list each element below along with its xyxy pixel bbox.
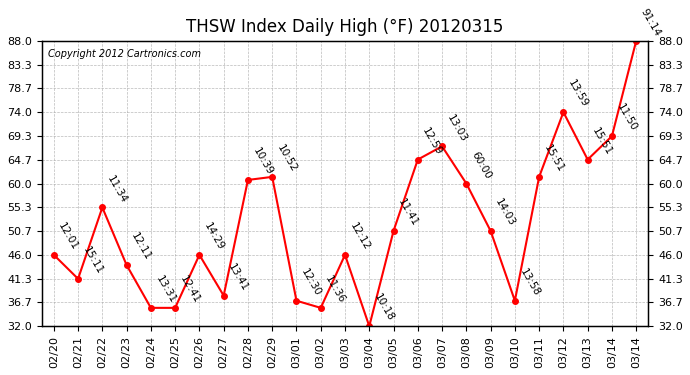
Text: 60:00: 60:00 (469, 150, 493, 181)
Text: 11:50: 11:50 (615, 102, 638, 134)
Text: 13:41: 13:41 (226, 262, 250, 293)
Text: 15:51: 15:51 (542, 143, 566, 174)
Text: 15:11: 15:11 (81, 245, 105, 276)
Text: 10:52: 10:52 (275, 143, 299, 174)
Text: 13:03: 13:03 (445, 112, 469, 144)
Text: 10:39: 10:39 (250, 146, 275, 177)
Text: 10:18: 10:18 (372, 292, 395, 323)
Text: Copyright 2012 Cartronics.com: Copyright 2012 Cartronics.com (48, 50, 201, 59)
Text: 12:12: 12:12 (348, 221, 371, 252)
Text: 12:41: 12:41 (178, 274, 201, 305)
Text: 11:41: 11:41 (396, 197, 420, 228)
Text: 91:14: 91:14 (639, 7, 662, 38)
Text: 14:03: 14:03 (493, 197, 517, 228)
Text: 13:58: 13:58 (518, 267, 542, 298)
Text: 12:11: 12:11 (130, 231, 153, 262)
Text: 13:59: 13:59 (566, 78, 590, 110)
Text: 12:59: 12:59 (421, 126, 444, 157)
Title: THSW Index Daily High (°F) 20120315: THSW Index Daily High (°F) 20120315 (186, 18, 504, 36)
Text: 15:51: 15:51 (591, 126, 614, 157)
Text: 14:29: 14:29 (202, 221, 226, 252)
Text: 11:36: 11:36 (324, 274, 347, 305)
Text: 12:30: 12:30 (299, 267, 323, 298)
Text: 11:34: 11:34 (105, 174, 129, 205)
Text: 13:31: 13:31 (154, 274, 177, 305)
Text: 12:01: 12:01 (57, 221, 80, 252)
